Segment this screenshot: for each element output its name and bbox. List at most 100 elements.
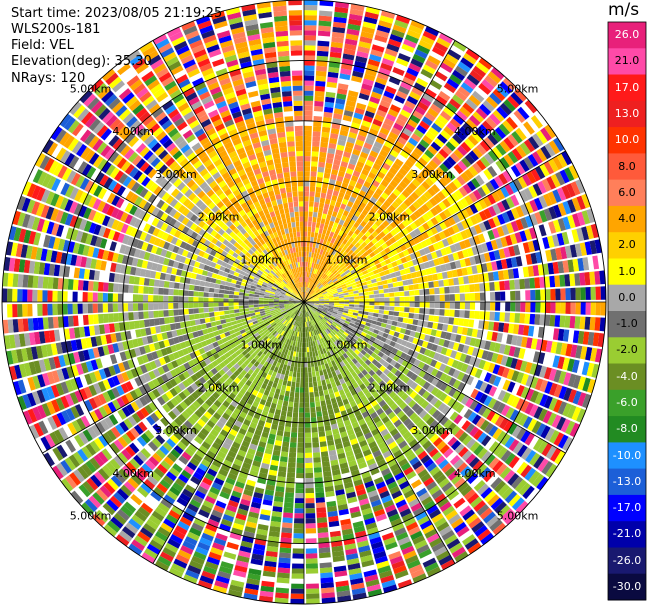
- velocity-gate: [481, 450, 492, 463]
- velocity-gate: [296, 462, 304, 469]
- velocity-gate: [305, 462, 313, 469]
- velocity-gate: [484, 422, 494, 434]
- velocity-gate: [379, 297, 385, 302]
- velocity-gate: [344, 304, 350, 307]
- velocity-gate: [510, 358, 518, 369]
- velocity-gate: [372, 118, 383, 127]
- velocity-gate: [478, 273, 485, 283]
- velocity-gate: [414, 49, 428, 59]
- velocity-gate: [379, 306, 385, 310]
- velocity-gate: [402, 376, 410, 384]
- velocity-gate: [332, 222, 339, 229]
- velocity-gate: [388, 204, 396, 213]
- velocity-gate: [354, 483, 365, 492]
- velocity-gate: [308, 303, 314, 305]
- velocity-gate: [304, 221, 308, 227]
- velocity-gate: [469, 203, 479, 214]
- velocity-gate: [284, 426, 291, 433]
- velocity-gate: [506, 209, 515, 222]
- velocity-gate: [527, 240, 535, 253]
- velocity-gate: [530, 289, 536, 301]
- velocity-gate: [373, 212, 381, 220]
- velocity-gate: [520, 400, 530, 413]
- velocity-gate: [544, 427, 556, 442]
- velocity-gate: [304, 25, 317, 31]
- velocity-gate: [313, 296, 319, 299]
- velocity-gate: [418, 548, 432, 559]
- velocity-gate: [410, 191, 420, 201]
- velocity-gate: [310, 283, 313, 289]
- velocity-gate: [553, 137, 565, 152]
- velocity-gate: [419, 97, 432, 107]
- velocity-gate: [402, 127, 413, 137]
- velocity-gate: [497, 214, 506, 225]
- velocity-gate: [381, 279, 388, 285]
- velocity-gate: [388, 131, 399, 140]
- velocity-gate: [386, 278, 393, 284]
- velocity-gate: [326, 246, 331, 253]
- velocity-gate: [361, 281, 368, 286]
- velocity-gate: [304, 191, 309, 197]
- velocity-gate: [414, 302, 420, 308]
- velocity-gate: [374, 34, 388, 43]
- velocity-gate: [310, 361, 315, 367]
- velocity-gate: [442, 505, 455, 517]
- velocity-gate: [504, 312, 511, 323]
- velocity-gate: [349, 219, 356, 226]
- velocity-gate: [314, 391, 319, 397]
- velocity-gate: [392, 188, 401, 197]
- velocity-gate: [437, 402, 447, 412]
- velocity-gate: [559, 274, 566, 287]
- velocity-gate: [396, 259, 403, 266]
- velocity-gate: [361, 83, 373, 91]
- velocity-gate: [389, 428, 399, 437]
- velocity-gate: [346, 28, 360, 36]
- velocity-gate: [370, 215, 378, 223]
- velocity-gate: [389, 236, 397, 244]
- velocity-gate: [402, 104, 414, 114]
- velocity-gate: [377, 388, 385, 396]
- velocity-gate: [465, 217, 474, 228]
- velocity-gate: [398, 440, 408, 449]
- velocity-gate: [406, 95, 419, 105]
- velocity-gate: [313, 305, 319, 308]
- velocity-gate: [309, 310, 313, 315]
- velocity-gate: [284, 390, 290, 397]
- velocity-gate: [414, 332, 421, 339]
- velocity-gate: [347, 396, 355, 403]
- velocity-gate: [311, 308, 316, 313]
- velocity-gate: [403, 550, 417, 560]
- velocity-gate: [362, 387, 370, 395]
- velocity-gate: [321, 290, 327, 294]
- velocity-gate: [555, 247, 563, 260]
- velocity-gate: [321, 379, 327, 386]
- velocity-gate: [550, 174, 561, 188]
- velocity-gate: [367, 407, 376, 415]
- velocity-gate: [397, 53, 411, 63]
- velocity-gate: [313, 126, 322, 132]
- velocity-gate: [413, 82, 426, 92]
- velocity-gate: [585, 346, 593, 361]
- velocity-gate: [324, 335, 329, 342]
- velocity-gate: [318, 365, 323, 371]
- velocity-gate: [421, 116, 433, 126]
- velocity-gate: [324, 341, 330, 347]
- velocity-gate: [452, 178, 462, 189]
- velocity-gate: [338, 219, 345, 226]
- velocity-gate: [357, 272, 364, 277]
- velocity-gate: [468, 165, 479, 177]
- velocity-gate: [308, 299, 314, 302]
- velocity-gate: [590, 223, 599, 239]
- velocity-gate: [371, 223, 379, 231]
- velocity-gate: [324, 269, 330, 275]
- velocity-gate: [371, 278, 377, 284]
- velocity-gate: [299, 342, 302, 348]
- velocity-gate: [524, 278, 531, 289]
- velocity-gate: [468, 94, 481, 107]
- velocity-gate: [487, 494, 500, 507]
- velocity-gate: [320, 192, 327, 199]
- velocity-gate: [510, 92, 524, 106]
- velocity-gate: [510, 302, 516, 312]
- velocity-gate: [382, 376, 390, 384]
- velocity-gate: [446, 538, 461, 550]
